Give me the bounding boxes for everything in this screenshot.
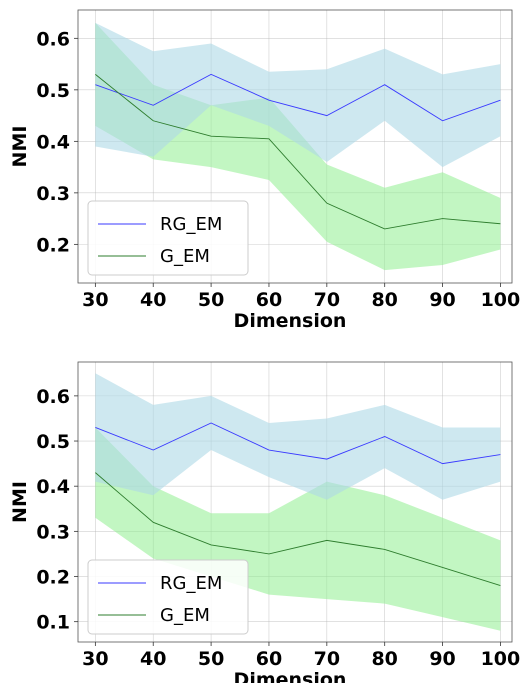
x-axis-title: Dimension (234, 669, 347, 683)
x-tick-label: 90 (429, 648, 455, 670)
x-tick-label: 30 (82, 648, 108, 670)
y-tick-label: 0.6 (36, 386, 70, 408)
y-tick-label: 0.2 (36, 567, 70, 589)
x-axis-title: Dimension (234, 310, 347, 332)
g-em-legend-label: G_EM (160, 605, 210, 626)
g-em-legend-label: G_EM (160, 246, 210, 267)
y-tick-label: 0.3 (36, 183, 70, 205)
x-tick-label: 100 (481, 289, 521, 311)
x-tick-label: 70 (314, 289, 340, 311)
y-axis-title: NMI (9, 126, 31, 168)
plot-frame (77, 361, 513, 643)
x-tick-label: 50 (198, 648, 224, 670)
y-tick-label: 0.5 (36, 80, 70, 102)
rg-em-legend-label: RG_EM (160, 573, 222, 594)
y-axis-title: NMI (9, 481, 31, 523)
x-tick-label: 80 (371, 648, 397, 670)
rg-em-series-line (95, 422, 501, 465)
x-tick-label: 60 (256, 289, 282, 311)
y-tick-label: 0.4 (36, 476, 70, 498)
x-tick-label: 40 (140, 648, 166, 670)
g-em-confidence-band (95, 427, 501, 631)
y-tick-label: 0.6 (36, 28, 70, 50)
x-tick-label: 40 (140, 289, 166, 311)
chart-1: 30 40 50 60 70 80 90 100 0.2 0.3 0.4 0.5 0.6 Dimensio… (9, 9, 521, 332)
x-tick-label: 90 (429, 289, 455, 311)
y-tick-label: 0.1 (36, 612, 70, 634)
x-tick-label: 70 (314, 648, 340, 670)
rg-em-series-line (95, 73, 501, 122)
x-tick-label: 30 (82, 289, 108, 311)
x-tick-label: 60 (256, 648, 282, 670)
rg-em-confidence-band (95, 373, 501, 500)
x-tick-label: 50 (198, 289, 224, 311)
y-tick-label: 0.2 (36, 234, 70, 256)
x-tick-label: 80 (371, 289, 397, 311)
rg-em-legend-label: RG_EM (160, 214, 222, 235)
plot-frame (77, 9, 513, 284)
chart-2: 30 40 50 60 70 80 90 100 0.1 0.2 0.3 0.4 0.5 0.6 Dimen… (9, 361, 521, 683)
g-em-confidence-band (95, 22, 501, 271)
rg-em-confidence-band (95, 22, 501, 168)
y-tick-label: 0.3 (36, 521, 70, 543)
g-em-series-line (95, 472, 501, 586)
x-tick-label: 100 (481, 648, 521, 670)
y-tick-label: 0.4 (36, 131, 70, 153)
y-tick-label: 0.5 (36, 431, 70, 453)
g-em-series-line (95, 74, 501, 230)
